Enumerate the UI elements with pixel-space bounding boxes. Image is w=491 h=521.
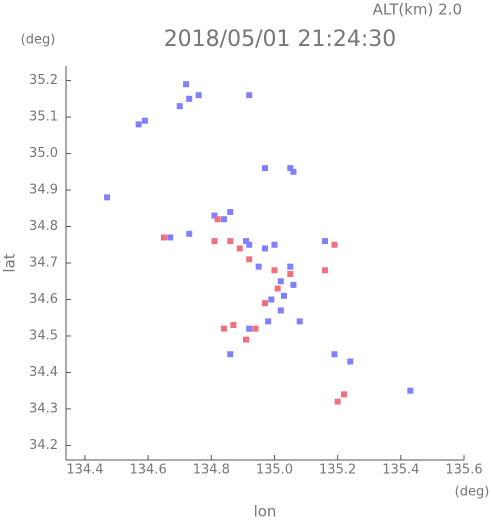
echo-cell: [227, 238, 234, 245]
y-unit: (deg): [21, 33, 56, 48]
echo-cell: [265, 318, 272, 325]
echo-cell: [331, 351, 338, 358]
echo-cell: [236, 245, 243, 252]
echo-cell: [287, 165, 294, 172]
echo-cell: [167, 234, 174, 241]
chart-title: 2018/05/01 21:24:30: [164, 27, 397, 52]
echo-cell: [347, 358, 354, 365]
echo-cell: [160, 234, 167, 241]
y-tick-label: 34.4: [29, 365, 58, 380]
echo-cell: [243, 336, 250, 343]
echo-cell: [227, 351, 234, 358]
echo-cell: [211, 238, 218, 245]
echo-cell: [211, 212, 218, 219]
y-tick-label: 35.0: [29, 146, 58, 161]
echo-cell: [255, 263, 262, 270]
y-tick-label: 34.7: [29, 256, 58, 271]
echo-cell: [274, 285, 281, 292]
echo-cell: [280, 292, 287, 299]
echo-cell: [135, 121, 142, 128]
y-tick-label: 34.8: [29, 219, 58, 234]
echo-cell: [246, 241, 253, 248]
y-tick-label: 34.5: [29, 328, 58, 343]
echo-cell: [195, 92, 202, 99]
y-tick-label: 34.9: [29, 183, 58, 198]
echo-cell: [262, 245, 268, 252]
x-tick-label: 135.2: [319, 463, 356, 478]
echo-cell: [322, 267, 329, 274]
echo-cell: [271, 267, 278, 274]
altitude-label: ALT(km) 2.0: [373, 1, 462, 19]
y-tick-label: 35.2: [29, 73, 58, 88]
echo-cell: [287, 270, 294, 277]
echo-cell: [262, 300, 268, 307]
x-unit: (deg): [455, 485, 490, 500]
echo-cell: [246, 92, 253, 99]
echo-cell: [268, 296, 275, 303]
y-tick-label: 35.1: [29, 110, 58, 125]
y-tick-label: 34.3: [29, 401, 58, 416]
x-axis-label: lon: [254, 503, 277, 521]
echo-cell: [407, 387, 414, 394]
echo-cell: [246, 325, 253, 332]
y-tick-label: 34.6: [29, 292, 58, 307]
echo-cell: [214, 216, 221, 223]
x-tick-label: 135.6: [445, 463, 482, 478]
echo-cell: [104, 194, 111, 201]
x-tick-label: 134.4: [66, 463, 103, 478]
y-tick-label: 34.2: [29, 438, 58, 453]
echo-cell: [230, 322, 237, 329]
x-tick-label: 134.8: [193, 463, 230, 478]
echo-cell: [334, 398, 341, 405]
echo-cell: [176, 103, 183, 110]
echo-cell: [287, 263, 294, 270]
x-tick-label: 135.0: [256, 463, 293, 478]
echo-cell: [141, 117, 148, 124]
x-tick-label: 134.6: [130, 463, 167, 478]
echo-cell: [262, 165, 268, 172]
echo-cell: [290, 281, 297, 288]
echo-cell: [322, 238, 329, 245]
echo-cell: [246, 256, 253, 263]
echo-cell: [220, 325, 227, 332]
echo-cell: [340, 391, 347, 398]
echo-cell: [186, 230, 193, 237]
echo-cell: [183, 81, 190, 88]
echo-cell: [271, 241, 278, 248]
echo-cell: [227, 208, 234, 215]
echo-cell: [296, 318, 303, 325]
echo-cell: [277, 307, 284, 314]
echo-cell: [243, 238, 250, 245]
echo-cell: [277, 278, 284, 285]
echo-cell: [290, 168, 297, 175]
echo-cell: [252, 325, 259, 332]
y-axis-label: lat: [1, 253, 19, 272]
echo-cell: [331, 241, 338, 248]
x-tick-label: 135.4: [382, 463, 419, 478]
echo-cell: [186, 95, 193, 102]
echo-cell: [220, 216, 227, 223]
